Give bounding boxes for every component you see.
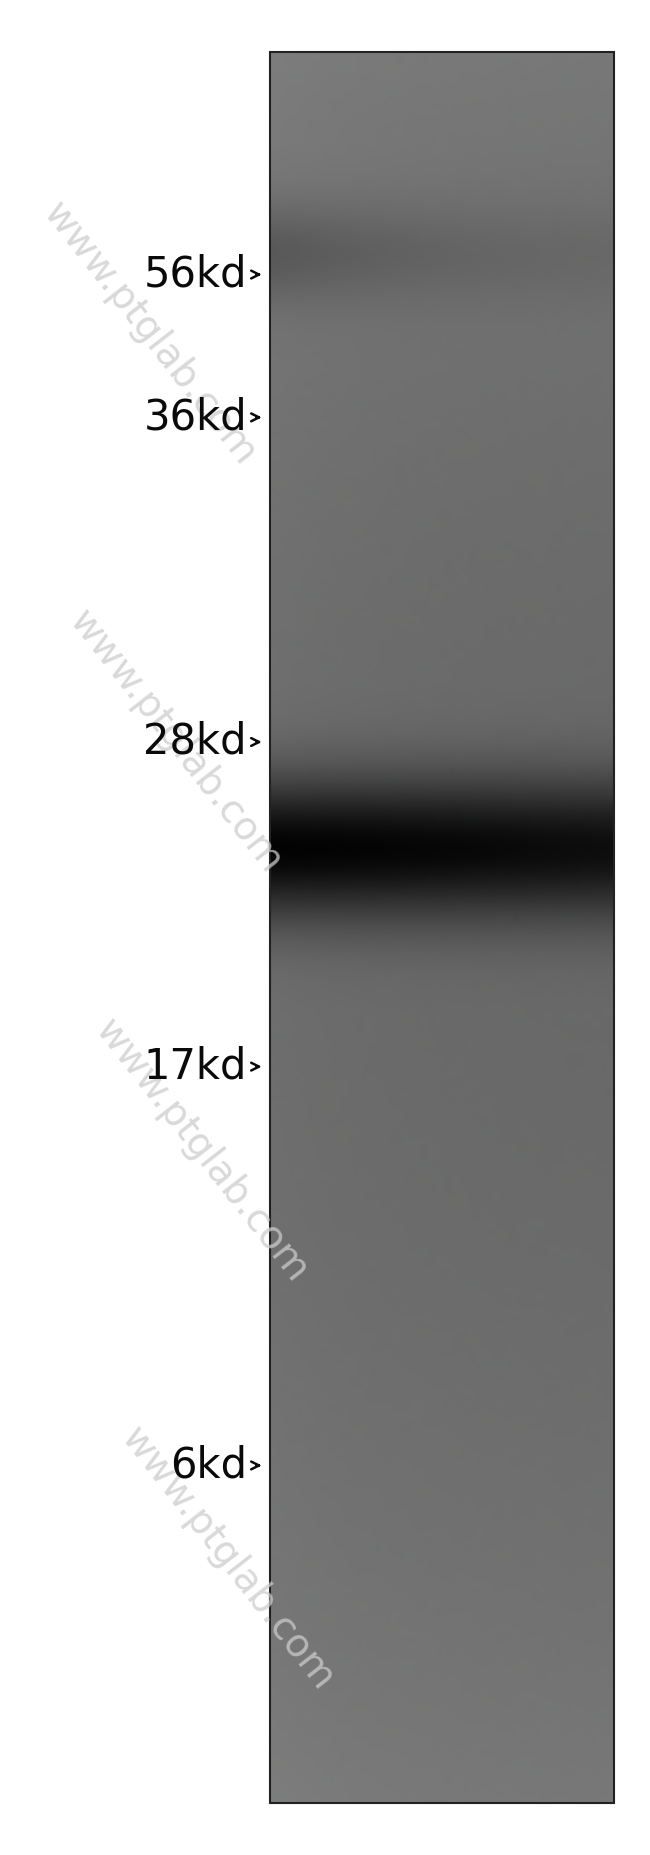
Text: www.ptglab.com: www.ptglab.com [61, 603, 290, 881]
Text: 17kd: 17kd [144, 1046, 247, 1087]
Text: www.ptglab.com: www.ptglab.com [35, 195, 264, 473]
Text: 28kd: 28kd [144, 722, 247, 762]
Bar [270, 52, 614, 1803]
Text: www.ptglab.com: www.ptglab.com [87, 1011, 316, 1289]
Text: www.ptglab.com: www.ptglab.com [113, 1419, 342, 1697]
Text: 6kd: 6kd [170, 1445, 247, 1486]
Text: 56kd: 56kd [144, 254, 247, 295]
Text: 36kd: 36kd [144, 397, 247, 438]
